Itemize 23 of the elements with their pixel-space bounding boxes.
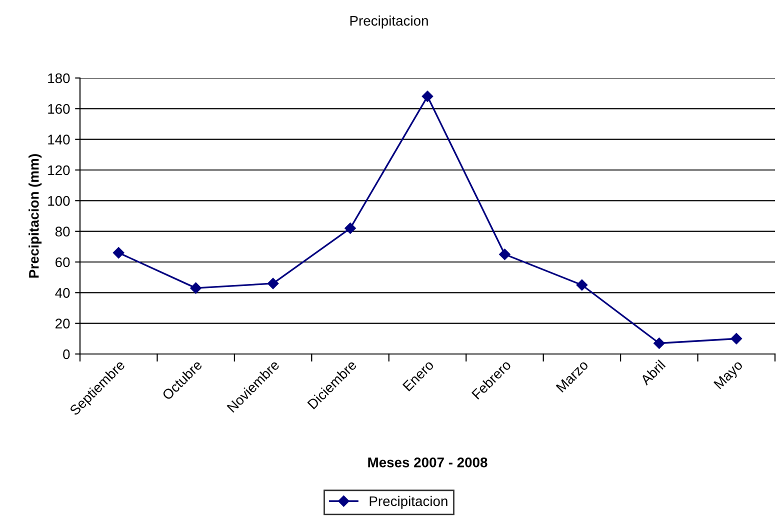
point bbox=[654, 338, 665, 349]
point bbox=[422, 90, 434, 102]
x-axis-title: Meses 2007 - 2008 bbox=[368, 457, 488, 468]
y-tick-label: 20 bbox=[56, 318, 70, 329]
y-tick-label: 180 bbox=[48, 73, 70, 84]
y-tick-label: 60 bbox=[56, 257, 70, 268]
y-tick-label: 140 bbox=[48, 134, 70, 145]
y-axis-title: Precipitacion (mm) bbox=[28, 154, 42, 278]
point bbox=[499, 248, 510, 260]
chart-title: Precipitacion bbox=[350, 16, 428, 28]
y-tick-label: 100 bbox=[48, 196, 70, 206]
y-tick-label: 40 bbox=[55, 288, 70, 298]
y-tick-label: 0 bbox=[63, 349, 70, 360]
y-tick-label: 80 bbox=[55, 226, 70, 237]
point bbox=[344, 222, 356, 234]
y-tick-label: 120 bbox=[48, 165, 70, 176]
point bbox=[576, 279, 588, 291]
point bbox=[113, 247, 124, 258]
point bbox=[730, 333, 742, 344]
point bbox=[267, 278, 279, 290]
legend-label: Precipitacion bbox=[370, 496, 448, 509]
y-tick-label: 160 bbox=[48, 104, 70, 114]
point bbox=[190, 282, 202, 294]
